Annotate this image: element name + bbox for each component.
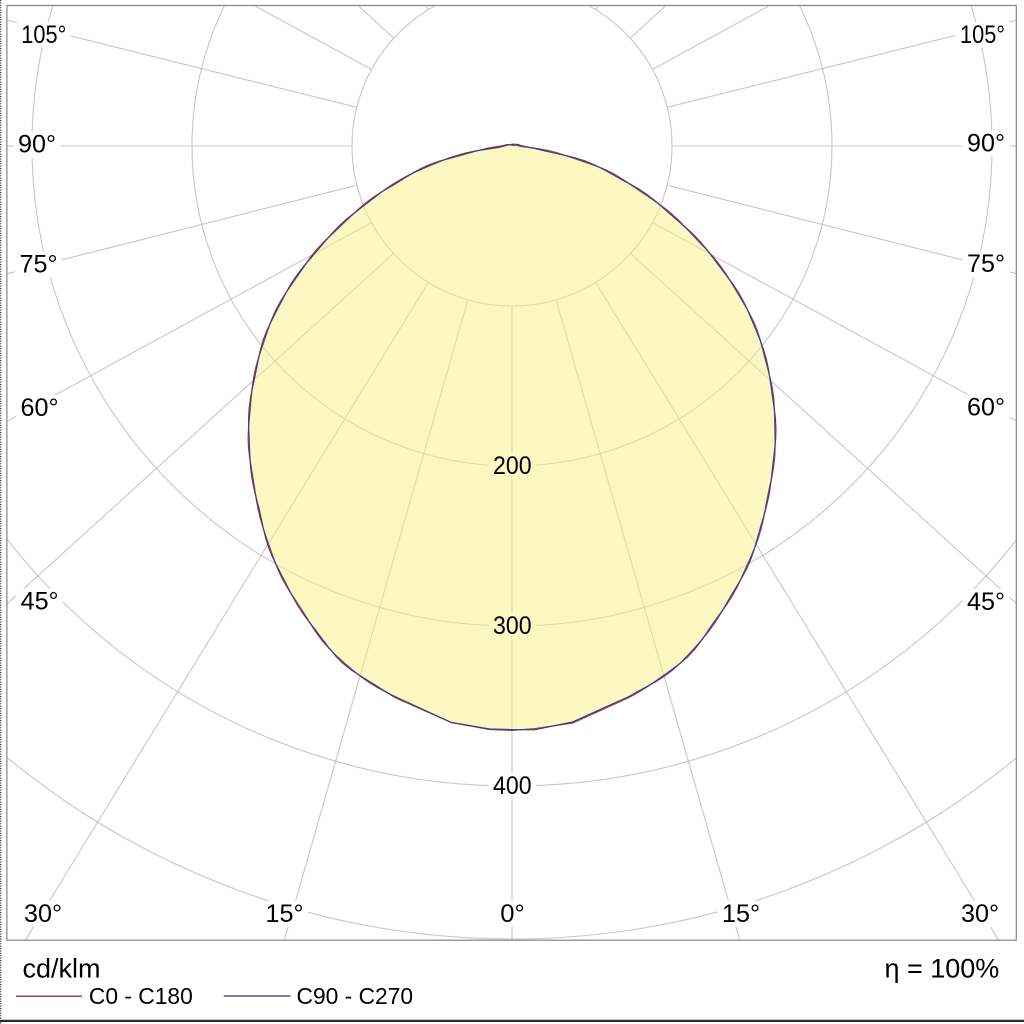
svg-text:105°: 105° (21, 22, 66, 49)
svg-text:cd/klm: cd/klm (23, 954, 101, 984)
svg-text:300: 300 (493, 613, 532, 640)
svg-text:90°: 90° (967, 131, 1005, 158)
svg-text:15°: 15° (722, 901, 760, 928)
svg-text:90°: 90° (18, 132, 56, 159)
svg-text:75°: 75° (20, 252, 58, 279)
svg-text:105°: 105° (960, 22, 1005, 49)
svg-text:C0 - C180: C0 - C180 (89, 983, 193, 1009)
svg-text:30°: 30° (24, 901, 62, 928)
svg-text:400: 400 (493, 773, 532, 800)
svg-text:C90 - C270: C90 - C270 (297, 983, 414, 1009)
svg-text:45°: 45° (967, 589, 1005, 616)
svg-text:30°: 30° (961, 901, 999, 928)
svg-text:75°: 75° (967, 251, 1005, 278)
svg-text:60°: 60° (967, 395, 1005, 422)
svg-text:60°: 60° (21, 395, 59, 422)
svg-text:200: 200 (493, 453, 532, 480)
svg-text:0°: 0° (500, 901, 525, 928)
svg-text:15°: 15° (266, 901, 304, 928)
svg-text:45°: 45° (21, 589, 59, 616)
svg-text:η = 100%: η = 100% (884, 954, 999, 984)
